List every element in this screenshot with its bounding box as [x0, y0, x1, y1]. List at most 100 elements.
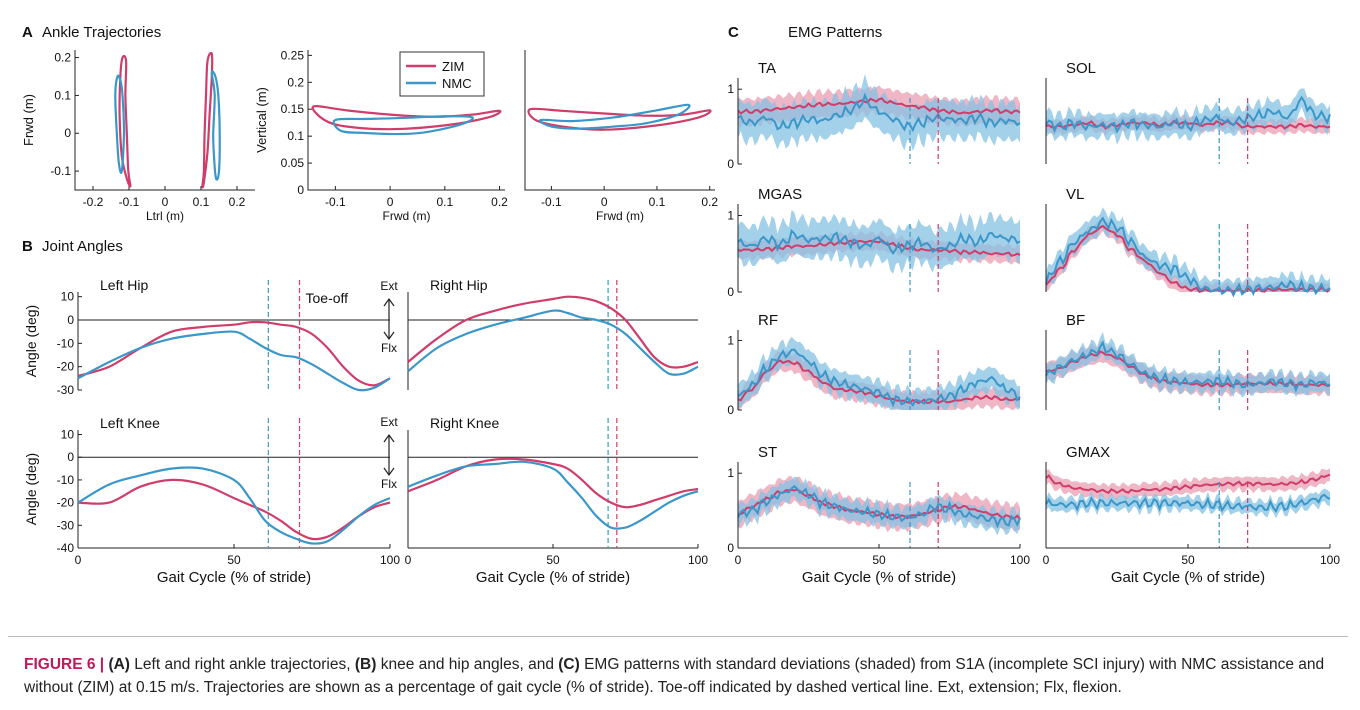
emg-sol-nmc-line: [1045, 95, 1331, 134]
knee-arrow-up: [383, 433, 395, 443]
emg-ta-ytick-label: 1: [727, 82, 734, 96]
emg-rf-title: RF: [758, 312, 778, 329]
emg-mgas-ytick-label: 1: [727, 208, 734, 222]
panel-title-c: EMG Patterns: [788, 24, 882, 41]
emg-sol-nmc-sd-band: [1046, 88, 1330, 145]
right-hip-nmc-line: [407, 309, 699, 376]
ankle-sagittal-right-zim-trajectory: [527, 107, 712, 131]
caption-panel-ref: (A): [108, 656, 130, 673]
emg-gmax-title: GMAX: [1066, 444, 1110, 461]
left-knee-ytick-label: -20: [57, 496, 75, 510]
legend-box: [399, 51, 485, 97]
panel-label-b: B: [22, 238, 33, 255]
caption-text: knee and hip angles, and: [380, 656, 559, 673]
ankle-frontal-nmc-trajectory: [114, 74, 126, 175]
ankle-sagittal-left-zim-trajectory: [311, 105, 502, 131]
left-hip-ytick-label: -30: [57, 383, 75, 397]
ankle-sagittal-left-ytick-label: 0.2: [287, 75, 304, 89]
ankle-frontal-xtick-label: 0: [162, 195, 169, 209]
emg-bf-nmc-line: [1045, 339, 1331, 393]
ankle-frontal-xtick-label: 0.1: [193, 195, 210, 209]
toe-off-label: Toe-off: [306, 290, 349, 306]
emg-st-nmc-sd-band: [738, 476, 1020, 536]
emg-gmax-xtick-label: 100: [1320, 553, 1340, 567]
emg-rf-nmc-sd-band: [738, 336, 1020, 410]
ankle-frontal-xtick-label: -0.1: [119, 195, 140, 209]
ankle-frontal-ytick-label: -0.1: [50, 164, 71, 178]
emg-gmax-xtick-label: 0: [1043, 553, 1050, 567]
ankle-sagittal-left-ytick-label: 0.1: [287, 129, 304, 143]
ankle-frontal-xtick-label: -0.2: [83, 195, 104, 209]
left-knee-xtick-label: 100: [380, 553, 400, 567]
emg-st-zim-line: [737, 488, 1021, 520]
ankle-sagittal-right-xtick-label: 0.1: [649, 195, 666, 209]
emg-sol-title: SOL: [1066, 60, 1096, 77]
ankle-sagittal-left-ylabel: Vertical (m): [254, 87, 269, 153]
emg-ta-nmc-line: [737, 92, 1021, 133]
left-hip-ytick-label: -20: [57, 360, 75, 374]
ankle-sagittal-left-xtick-label: 0.1: [436, 195, 453, 209]
panel-label-a: A: [22, 24, 33, 41]
emg-mgas-zim-line: [737, 239, 1021, 257]
emg-rf-zim-line: [737, 359, 1021, 405]
hip-ext-label: Ext: [380, 279, 398, 293]
figure-caption: FIGURE 6 | (A) Left and right ankle traj…: [24, 653, 1344, 699]
ankle-sagittal-right-xlabel: Frwd (m): [596, 209, 644, 223]
ankle-frontal-axes: [74, 50, 255, 191]
hip-arrow-down: [383, 331, 395, 341]
ankle-sagittal-right-xtick-label: 0.2: [701, 195, 718, 209]
left-hip-ytick-label: -10: [57, 336, 75, 350]
emg-st-ytick-label: 0: [727, 541, 734, 555]
ankle-sagittal-right-axes: [524, 50, 715, 191]
right-knee-title: Right Knee: [430, 415, 499, 431]
emg-st-xlabel: Gait Cycle (% of stride): [802, 569, 956, 586]
emg-ta-ytick-label: 0: [727, 157, 734, 171]
emg-st-ytick-label: 1: [727, 466, 734, 480]
left-hip-ytick-label: 10: [61, 290, 75, 304]
emg-rf-ytick-label: 1: [727, 333, 734, 347]
ankle-sagittal-left-ytick-label: 0.25: [281, 48, 305, 62]
ankle-sagittal-left-nmc-trajectory: [332, 115, 474, 136]
ankle-frontal-zim-trajectory: [201, 51, 214, 189]
ankle-sagittal-left-xlabel: Frwd (m): [383, 209, 431, 223]
ankle-sagittal-left-ytick-label: 0.15: [281, 102, 305, 116]
knee-flx-label: Flx: [381, 477, 397, 491]
emg-sol-zim-line: [1045, 119, 1331, 130]
figure-6: A Ankle Trajectories B Joint Angles C EMG Pat…: [21, 24, 1340, 586]
left-knee-xtick-label: 0: [75, 553, 82, 567]
left-knee-ylabel: Angle (deg): [23, 453, 39, 525]
knee-arrow-down: [383, 467, 395, 477]
emg-gmax-nmc-line: [1045, 493, 1331, 513]
emg-gmax-zim-line: [1045, 473, 1331, 495]
caption-panel-ref: (B): [354, 656, 377, 673]
panel-label-c: C: [728, 24, 739, 41]
emg-vl-nmc-sd-band: [1046, 207, 1330, 292]
emg-bf-nmc-sd-band: [1046, 331, 1330, 398]
emg-bf-title: BF: [1066, 312, 1085, 329]
left-knee-ytick-label: 0: [67, 450, 74, 464]
ankle-sagittal-left-xtick-label: 0: [387, 195, 394, 209]
caption-box: FIGURE 6 | (A) Left and right ankle traj…: [8, 636, 1348, 705]
right-knee-xtick-label: 0: [405, 553, 412, 567]
left-knee-xlabel: Gait Cycle (% of stride): [157, 569, 311, 586]
ankle-frontal-xlabel: Ltrl (m): [146, 209, 184, 223]
emg-mgas-title: MGAS: [758, 186, 802, 203]
right-knee-zim-line: [407, 457, 699, 509]
emg-st-xtick-label: 100: [1010, 553, 1030, 567]
left-hip-ytick-label: 0: [67, 313, 74, 327]
hip-arrow-up: [383, 297, 395, 307]
legend-label-zim: ZIM: [442, 59, 464, 74]
left-knee-ytick-label: -10: [57, 473, 75, 487]
emg-vl-zim-line: [1045, 224, 1331, 294]
emg-st-title: ST: [758, 444, 777, 461]
emg-vl-title: VL: [1066, 186, 1084, 203]
ankle-frontal-nmc-trajectory: [210, 70, 221, 181]
emg-mgas-ytick-label: 0: [727, 285, 734, 299]
emg-ta-zim-line: [737, 97, 1021, 115]
ankle-sagittal-left-xtick-label: 0.2: [491, 195, 508, 209]
caption-text: EMG patterns with standard deviations (s…: [24, 656, 1325, 696]
emg-st-xtick-label: 0: [735, 553, 742, 567]
ankle-frontal-ytick-label: 0: [64, 126, 71, 140]
left-knee-ytick-label: -30: [57, 518, 75, 532]
emg-st-xtick-label: 50: [872, 553, 886, 567]
